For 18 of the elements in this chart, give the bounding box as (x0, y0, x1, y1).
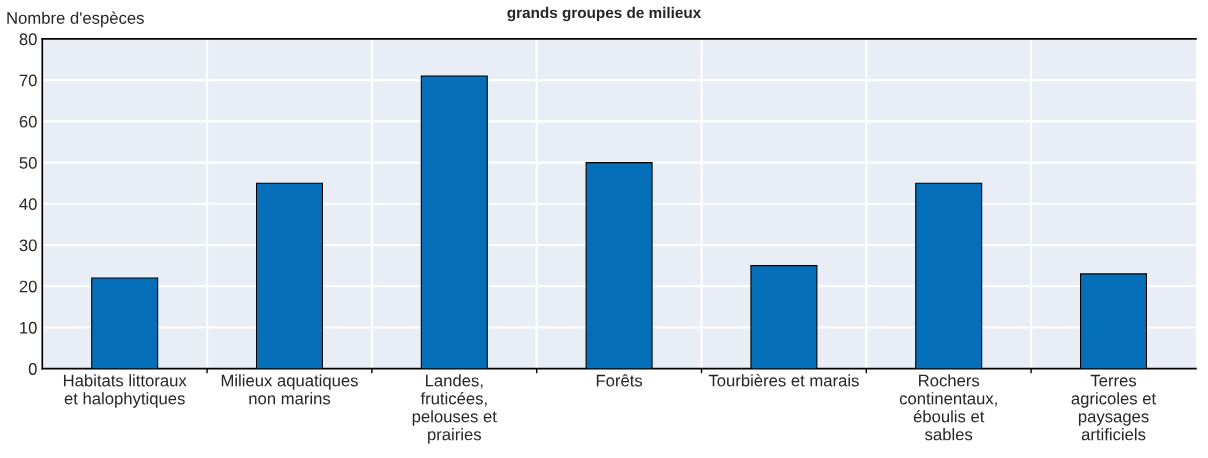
y-tick-label: 60 (19, 115, 37, 128)
x-tick-label: Habitats littoraux et halophytiques (63, 374, 187, 408)
x-tick-label: Rochers continentaux, éboulis et sables (899, 374, 997, 441)
y-tick-label: 0 (28, 363, 37, 375)
y-tick-label: 10 (20, 321, 37, 334)
y-tick-label: 70 (19, 74, 37, 87)
y-tick-label: 30 (19, 239, 37, 252)
y-tick-label: 20 (19, 280, 37, 293)
y-axis-title: Nombre d'espèces (7, 11, 144, 28)
x-tick-label: Milieux aquatiques non marins (221, 374, 358, 405)
x-tick-label: Terres agricoles et paysages artificiels (1071, 374, 1157, 441)
x-tick-label: Tourbières et marais (708, 374, 859, 387)
y-tick-label: 50 (19, 156, 37, 169)
y-tick-label: 80 (19, 33, 37, 46)
chart-title: grands groupes de milieux (507, 6, 702, 22)
x-tick-label: Landes, fruticées, pelouses et prairies (412, 374, 497, 444)
x-tick-label: Forêts (596, 374, 643, 387)
y-tick-label: 40 (19, 198, 37, 211)
